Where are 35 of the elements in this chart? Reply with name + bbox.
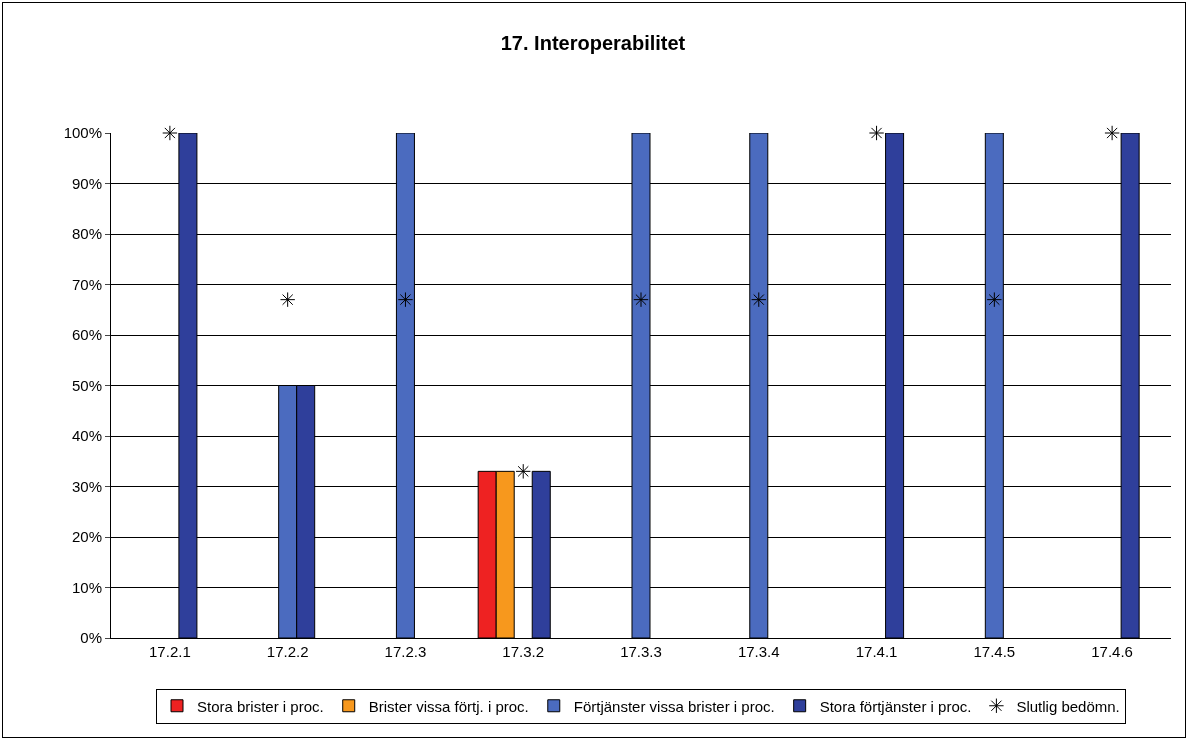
y-tick-label: 10%: [71, 578, 102, 596]
chart-title: 17. Interoperabilitet: [500, 31, 686, 54]
y-tick-label: 70%: [71, 275, 102, 293]
x-tick-label: 17.2.3: [384, 643, 427, 660]
x-tick-label: 17.2.1: [149, 643, 191, 660]
y-tick-label: 30%: [71, 477, 102, 495]
y-tick-label: 50%: [71, 376, 102, 394]
y-tick-label: 40%: [71, 427, 102, 445]
legend-label: Förtjänster vissa brister i proc.: [573, 697, 775, 715]
point: [868, 125, 885, 141]
point: [162, 125, 178, 141]
point: [986, 291, 1003, 308]
x-tick-label: 17.4.5: [973, 643, 1016, 660]
legend-label: Brister vissa förtj. i proc.: [368, 697, 529, 715]
y-tick-label: 80%: [71, 225, 102, 243]
y-tick-label: 20%: [71, 528, 102, 546]
x-tick-label: 17.4.6: [1091, 643, 1133, 660]
legend-label: Stora förtjänster i proc.: [819, 697, 972, 715]
y-tick-label: 100%: [63, 124, 102, 142]
y-tick-label: 60%: [71, 326, 102, 344]
point: [1104, 125, 1120, 141]
x-tick-label: 17.3.2: [502, 643, 545, 660]
point: [751, 291, 767, 308]
point: [397, 291, 414, 308]
point: [279, 291, 296, 308]
y-tick-label: 0%: [80, 629, 102, 647]
point: [515, 463, 531, 480]
x-tick-label: 17.4.1: [855, 643, 898, 660]
point: [633, 291, 649, 308]
legend-label: Slutlig bedömn.: [1016, 697, 1120, 715]
x-tick-label: 17.2.2: [266, 643, 309, 660]
x-tick-label: 17.3.4: [737, 643, 780, 660]
x-tick-label: 17.3.3: [620, 643, 662, 660]
y-tick-label: 90%: [71, 174, 102, 192]
legend-label: Stora brister i proc.: [197, 697, 324, 715]
